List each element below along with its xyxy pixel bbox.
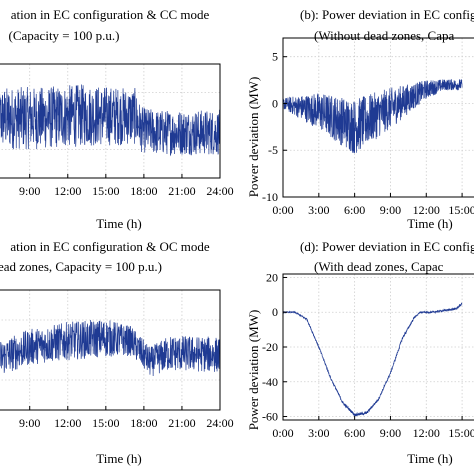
panel-c-xtick-label-1: 12:00 (54, 416, 81, 430)
panel-d-xtick-label-1: 3:00 (308, 426, 329, 440)
panel-d-title-line-1: (d): Power deviation in EC config (300, 239, 474, 254)
panel-c: ation in EC configuration & OC mode ead … (0, 239, 234, 466)
panel-d-title-line-2: (With dead zones, Capac (314, 259, 444, 274)
panel-d-ytick-label-4: -60 (262, 410, 278, 424)
panel-a-title-line-2: (Capacity = 100 p.u.) (9, 28, 120, 43)
panel-a-xtick-label-5: 24:00 (206, 184, 233, 198)
panel-b-ytick-label-1: 0 (272, 96, 278, 110)
panel-b-ytick-label-3: -10 (262, 190, 278, 204)
panel-c-xtick-label-2: 15:00 (92, 416, 119, 430)
panel-a-xtick-label-1: 12:00 (54, 184, 81, 198)
panel-a-plot-frame (0, 63, 221, 179)
panel-d-xtick-label-0: 0:00 (272, 426, 293, 440)
panel-d-ytick-label-0: 20 (266, 270, 278, 284)
panel-c-plot-frame (0, 289, 221, 411)
panel-d-x-axis-label: Time (h) (407, 451, 452, 466)
panel-a-xtick-label-0: 9:00 (19, 184, 40, 198)
panel-b-xtick-label-1: 3:00 (308, 203, 329, 217)
panel-b-title-line-2: (Without dead zones, Capa (314, 28, 454, 43)
panel-d-ytick-label-3: -40 (262, 375, 278, 389)
panel-b-ytick-label-0: 5 (272, 50, 278, 64)
panel-b-x-axis-label: Time (h) (407, 216, 452, 231)
panel-b-plot-frame (282, 37, 474, 198)
panel-d-series-0 (283, 302, 463, 417)
panel-b-xtick-label-5: 15:00 (448, 203, 474, 217)
panel-a-xtick-label-4: 21:00 (168, 184, 195, 198)
panel-c-title-line-1: ation in EC configuration & OC mode (10, 239, 210, 254)
panel-d: (d): Power deviation in EC config (With … (246, 239, 474, 466)
panel-d-ytick-label-1: 0 (272, 305, 278, 319)
panel-a-x-axis-label: Time (h) (96, 216, 141, 231)
panel-a-xtick-label-3: 18:00 (130, 184, 157, 198)
panel-d-xtick-label-4: 12:00 (413, 426, 440, 440)
panel-d-xtick-label-3: 9:00 (380, 426, 401, 440)
panel-d-ytick-label-2: -20 (262, 340, 278, 354)
panel-c-title-line-2: ead zones, Capacity = 100 p.u.) (0, 259, 162, 274)
panel-c-xtick-label-0: 9:00 (19, 416, 40, 430)
panel-a-series-0 (0, 84, 220, 157)
panel-b-title-line-1: (b): Power deviation in EC configura (300, 7, 474, 22)
panel-b-xtick-label-3: 9:00 (380, 203, 401, 217)
panel-b-ytick-label-2: -5 (268, 143, 278, 157)
panel-d-y-axis-label: Power deviation (MW) (246, 310, 261, 431)
panel-c-xtick-label-5: 24:00 (206, 416, 233, 430)
panel-a-title-line-1: ation in EC configuration & CC mode (11, 7, 210, 22)
panel-b-y-axis-label: Power deviation (MW) (246, 77, 261, 198)
panel-b-xtick-label-2: 6:00 (344, 203, 365, 217)
panel-b: (b): Power deviation in EC configura (Wi… (246, 7, 474, 231)
panel-a: ation in EC configuration & CC mode (Cap… (0, 7, 234, 231)
panel-b-series-0 (283, 79, 463, 154)
panel-c-x-axis-label: Time (h) (96, 451, 141, 466)
panel-c-series-0 (0, 320, 220, 376)
panel-c-xtick-label-3: 18:00 (130, 416, 157, 430)
panel-b-xtick-label-4: 12:00 (413, 203, 440, 217)
panel-b-xtick-label-0: 0:00 (272, 203, 293, 217)
panel-d-xtick-label-5: 15:00 (448, 426, 474, 440)
panel-c-xtick-label-4: 21:00 (168, 416, 195, 430)
panel-d-xtick-label-2: 6:00 (344, 426, 365, 440)
panel-a-xtick-label-2: 15:00 (92, 184, 119, 198)
